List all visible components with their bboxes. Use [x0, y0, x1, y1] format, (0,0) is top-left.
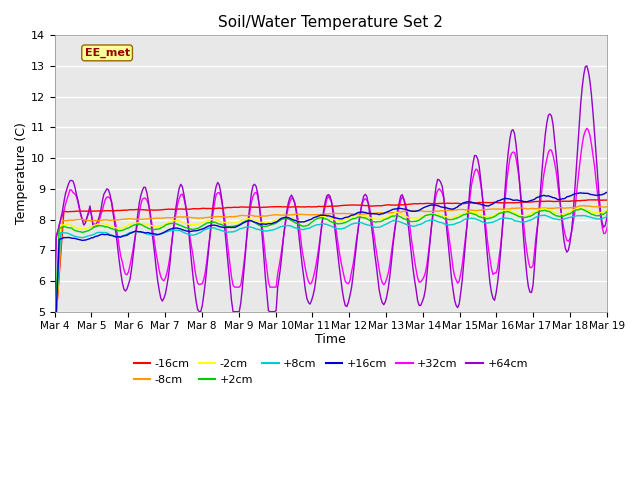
Legend: -16cm, -8cm, -2cm, +2cm, +8cm, +16cm, +32cm, +64cm: -16cm, -8cm, -2cm, +2cm, +8cm, +16cm, +3… — [129, 355, 532, 389]
Text: EE_met: EE_met — [84, 48, 130, 58]
X-axis label: Time: Time — [316, 333, 346, 346]
Y-axis label: Temperature (C): Temperature (C) — [15, 122, 28, 225]
Title: Soil/Water Temperature Set 2: Soil/Water Temperature Set 2 — [218, 15, 444, 30]
